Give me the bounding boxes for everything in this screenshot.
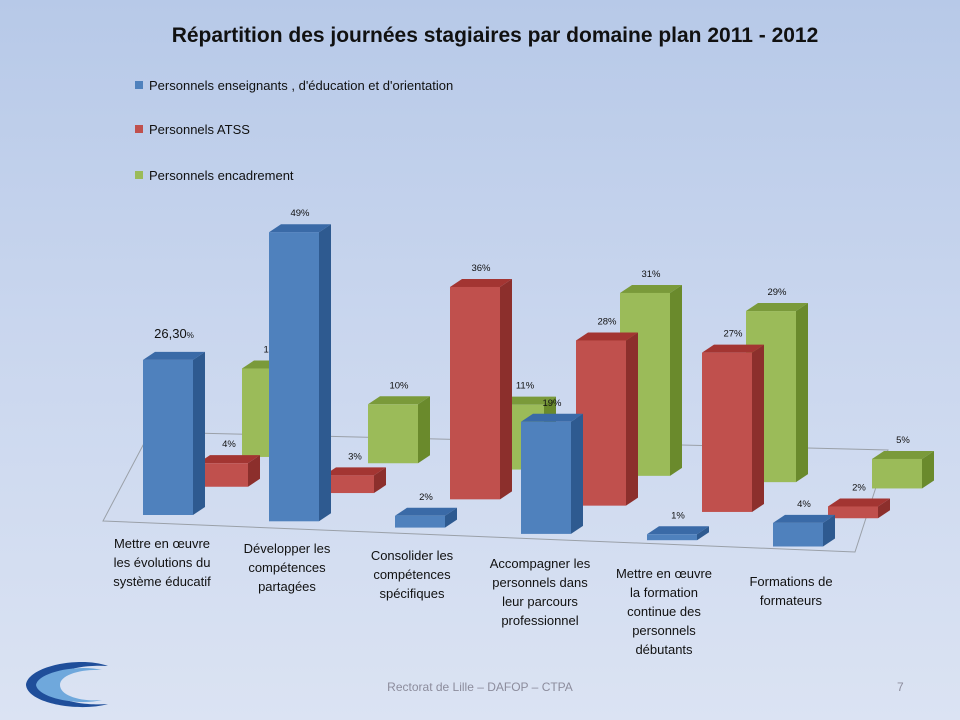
bar-front [395,515,445,528]
bar-0-0 [143,351,205,515]
chart-title: Répartition des journées stagiaires par … [171,24,819,47]
legend-label-atss: Personnels ATSS [149,122,250,137]
bar-1-1 [324,467,386,494]
bar-side [571,413,583,534]
legend-item-encadrement: Personnels encadrement [135,168,294,183]
footer-text: Rectorat de Lille – DAFOP – CTPA [387,680,573,694]
bar-top [576,332,638,341]
category-label: Accompagner les personnels dans leur parco… [490,556,591,628]
bar-top [198,455,260,464]
bar-side [248,455,260,487]
legend-swatch-encadrement [135,171,143,179]
bar-side [670,284,682,476]
bar-front [269,232,319,522]
bar-side [697,526,709,541]
legend-label-encadrement: Personnels encadrement [149,168,294,183]
bar-2-1 [368,396,430,464]
bar-0-5 [773,514,835,547]
bar-top [269,224,331,233]
bar-side [319,224,331,522]
data-label: 1% [671,510,685,521]
category-label: Consolider les compétences spécifiques [371,548,454,601]
legend-item-enseignants: Personnels enseignants , d'éducation et … [135,78,453,93]
data-label: 4% [797,499,811,510]
bar-side [374,467,386,494]
legend-swatch-enseignants [135,81,143,89]
bar-side [193,351,205,515]
data-label: 2% [852,482,866,493]
legend-swatch-atss [135,125,143,133]
bar-front [576,340,626,506]
bar-front [828,506,878,519]
bar-1-3 [576,332,638,506]
data-label: 31% [641,269,661,280]
data-label: 29% [767,287,787,298]
bar-top [143,351,205,360]
bar-top [324,467,386,476]
bar-front [450,286,500,500]
bar-side [922,450,934,489]
bar-side [445,507,457,528]
category-label: Formations de formateurs [749,574,832,608]
page-number: 7 [897,680,904,694]
bar-top [521,413,583,422]
data-label: 28% [597,316,617,327]
bar-1-0 [198,455,260,487]
bar-0-2 [395,507,457,528]
bar-top [872,450,934,459]
data-label: 10% [389,380,409,391]
bar-side [500,278,512,500]
bar-front [198,463,248,487]
legend-label-enseignants: Personnels enseignants , d'éducation et … [149,78,454,93]
bar-top [647,526,709,535]
bar-0-3 [521,413,583,534]
data-label: 2% [419,492,433,503]
legend-item-atss: Personnels ATSS [135,122,250,137]
bar-0-4 [647,526,709,541]
bar-top [828,498,890,507]
category-label: Développer les compétences partagées [244,541,331,594]
bar-front [521,421,571,534]
data-label: 5% [896,435,910,446]
data-label: 4% [222,439,236,450]
bar-top [395,507,457,516]
data-label: 27% [723,329,743,340]
academy-logo-icon [26,662,108,708]
data-label: 19% [542,398,562,409]
bar-front [872,458,922,489]
bar-top [773,514,835,523]
bar-side [823,514,835,547]
bar-top [450,278,512,287]
data-label: 3% [348,451,362,462]
bar-top [702,344,764,353]
data-label: 11% [516,381,535,392]
bar-side [796,303,808,483]
bar-1-2 [450,278,512,500]
chart-floor [102,431,889,553]
bar-side [418,396,430,464]
bar-side [752,344,764,512]
bar-front [324,475,374,494]
data-label: 26,30% [154,326,194,341]
bar-top [620,284,682,293]
bar-top [746,303,808,312]
bar-1-5 [828,498,890,519]
bar-2-5 [872,450,934,489]
bar-side [878,498,890,519]
bar-front [368,404,418,464]
category-label: Mettre en œuvre les évolutions du système … [113,536,211,589]
bar-front [143,359,193,515]
bar-0-1 [269,224,331,522]
bar-1-4 [702,344,764,512]
category-label: Mettre en œuvre la formation continue des p… [616,566,712,657]
bar-front [702,352,752,512]
data-label: 36% [471,263,491,274]
bar-front [647,534,697,541]
data-label: 49% [290,208,310,219]
bar-side [626,332,638,506]
bar-top [368,396,430,405]
bar-front [773,522,823,547]
